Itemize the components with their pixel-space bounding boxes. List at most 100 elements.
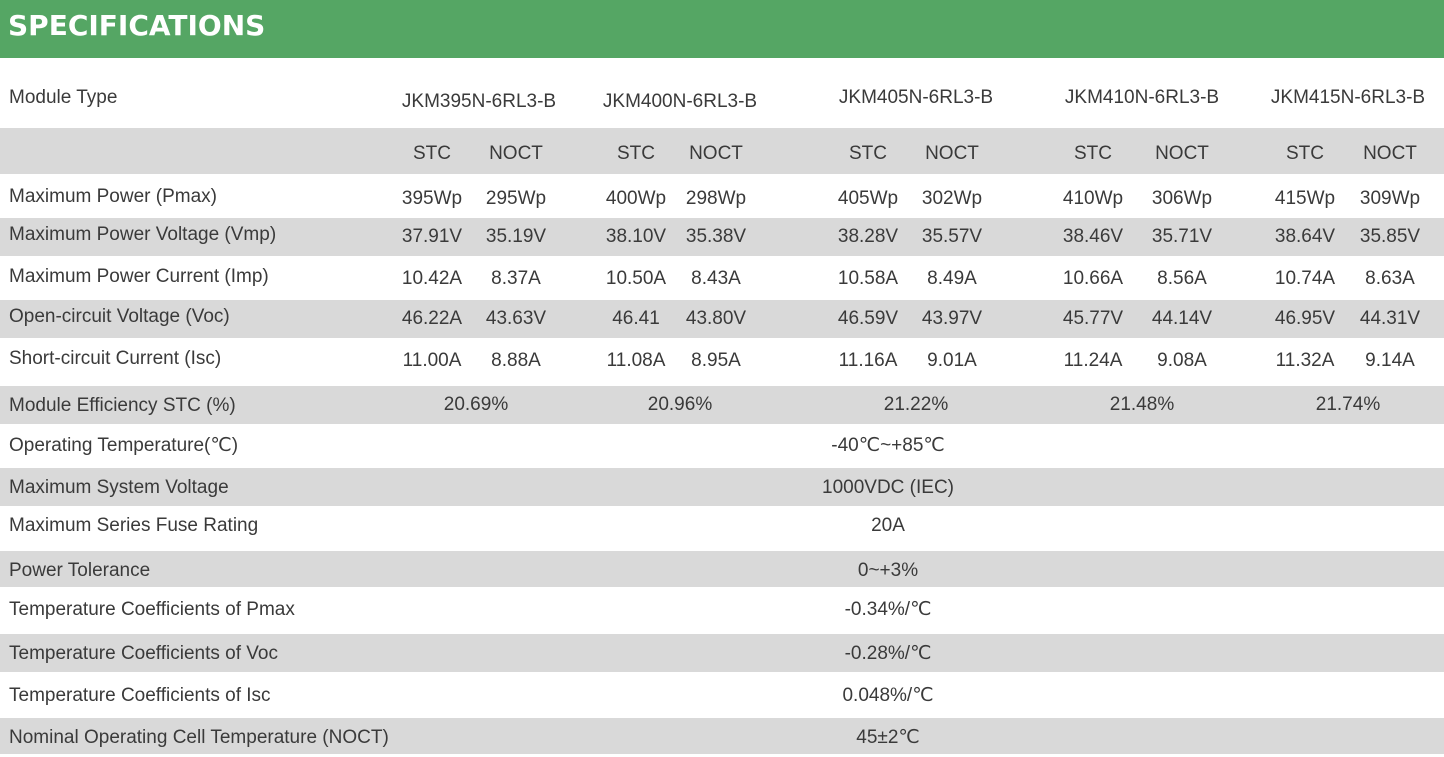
row-label: Maximum System Voltage xyxy=(9,477,229,498)
table-cell: 11.32A xyxy=(1275,350,1335,371)
table-row-common: Operating Temperature(℃) -40℃~+85℃ xyxy=(0,426,1444,466)
row-label: Nominal Operating Cell Temperature (NOCT… xyxy=(9,727,389,748)
table-cell: 8.37A xyxy=(491,268,541,289)
table-cell: 35.71V xyxy=(1151,226,1213,247)
table-cell: 410Wp xyxy=(1062,188,1124,209)
table-cell: -40℃~+85℃ xyxy=(831,435,945,456)
table-cell: 295Wp xyxy=(485,188,547,209)
table-row-per-model: Maximum Power (Pmax) 395Wp 295Wp 400Wp 298Wp… xyxy=(0,180,1444,216)
table-cell: 46.59V xyxy=(837,308,899,329)
efficiency-cell: 21.48% xyxy=(1109,394,1175,415)
table-cell: 0~+3% xyxy=(857,560,919,581)
condition-header-cell: NOCT xyxy=(489,143,543,164)
table-cell: 38.10V xyxy=(605,226,667,247)
table-cell: 9.08A xyxy=(1157,350,1207,371)
condition-header-cell: NOCT xyxy=(925,143,979,164)
table-row-per-model: Short-circuit Current (Isc) 11.00A 8.88A 11… xyxy=(0,342,1444,382)
table-cell: 0.048%/℃ xyxy=(842,685,934,706)
table-row-per-model: Open-circuit Voltage (Voc) 46.22A 43.63V 46… xyxy=(0,300,1444,338)
table-cell: 10.66A xyxy=(1062,268,1124,289)
table-row-condition-header: STC NOCT STC NOCT STC NOCT STC NOCT STC NOCT xyxy=(0,128,1444,174)
table-cell: 20A xyxy=(871,515,905,536)
table-cell: 8.88A xyxy=(491,350,541,371)
table-cell: 10.42A xyxy=(401,268,463,289)
condition-header-cell: STC xyxy=(413,143,451,164)
table-cell: 10.50A xyxy=(605,268,667,289)
table-cell: 11.16A xyxy=(838,350,898,371)
table-cell: 405Wp xyxy=(837,188,899,209)
table-cell: -0.34%/℃ xyxy=(844,599,932,620)
table-cell: -0.28%/℃ xyxy=(844,643,932,664)
table-cell: 38.64V xyxy=(1274,226,1336,247)
table-row-common: Temperature Coefficients of Pmax -0.34%/℃ xyxy=(0,590,1444,632)
table-row-common: Power Tolerance 0~+3% xyxy=(0,551,1444,587)
table-row-common: Temperature Coefficients of Isc 0.048%/℃ xyxy=(0,676,1444,716)
table-cell: 44.14V xyxy=(1151,308,1213,329)
table-cell: 302Wp xyxy=(921,188,983,209)
table-cell: 44.31V xyxy=(1359,308,1421,329)
table-row-module-type: Module Type JKM395N-6RL3-B JKM400N-6RL3-B J… xyxy=(0,78,1444,122)
row-label: Module Type xyxy=(9,87,118,108)
table-cell: 46.95V xyxy=(1274,308,1336,329)
table-cell: 45±2℃ xyxy=(856,727,920,748)
condition-header-cell: STC xyxy=(849,143,887,164)
row-label: Maximum Power Voltage (Vmp) xyxy=(9,224,277,245)
table-cell: 8.63A xyxy=(1365,268,1415,289)
table-cell: 9.14A xyxy=(1365,350,1415,371)
page-title: SPECIFICATIONS xyxy=(8,9,266,42)
model-name: JKM400N-6RL3-B xyxy=(602,91,758,112)
table-cell: 309Wp xyxy=(1359,188,1421,209)
table-cell: 298Wp xyxy=(685,188,747,209)
table-cell: 9.01A xyxy=(927,350,977,371)
table-cell: 11.08A xyxy=(606,350,666,371)
row-label: Short-circuit Current (Isc) xyxy=(9,348,222,369)
table-cell: 1000VDC (IEC) xyxy=(822,477,954,498)
efficiency-cell: 21.22% xyxy=(883,394,949,415)
table-cell: 11.00A xyxy=(402,350,462,371)
row-label: Module Efficiency STC (%) xyxy=(9,395,236,416)
condition-header-cell: NOCT xyxy=(689,143,743,164)
row-label: Maximum Series Fuse Rating xyxy=(9,515,259,536)
table-cell: 46.22A xyxy=(401,308,463,329)
table-cell: 35.57V xyxy=(921,226,983,247)
condition-header-cell: NOCT xyxy=(1363,143,1417,164)
specifications-header: SPECIFICATIONS xyxy=(0,0,1444,58)
table-cell: 306Wp xyxy=(1151,188,1213,209)
table-row-efficiency: Module Efficiency STC (%) 20.69% 20.96% 21.… xyxy=(0,386,1444,424)
table-row-common: Temperature Coefficients of Voc -0.28%/℃ xyxy=(0,634,1444,672)
table-cell: 10.58A xyxy=(837,268,899,289)
row-label: Temperature Coefficients of Pmax xyxy=(9,599,295,620)
table-cell: 43.97V xyxy=(921,308,983,329)
condition-header-cell: STC xyxy=(1286,143,1324,164)
row-label: Operating Temperature(℃) xyxy=(9,435,239,456)
row-label: Temperature Coefficients of Isc xyxy=(9,685,271,706)
table-cell: 46.41 xyxy=(612,308,660,329)
table-cell: 8.49A xyxy=(927,268,977,289)
condition-header-cell: STC xyxy=(1074,143,1112,164)
table-row-common: Nominal Operating Cell Temperature (NOCT… xyxy=(0,718,1444,754)
row-label: Maximum Power Current (Imp) xyxy=(9,266,269,287)
table-cell: 43.63V xyxy=(485,308,547,329)
table-cell: 37.91V xyxy=(401,226,463,247)
table-cell: 8.43A xyxy=(691,268,741,289)
table-cell: 395Wp xyxy=(401,188,463,209)
efficiency-cell: 20.69% xyxy=(443,394,509,415)
table-cell: 35.85V xyxy=(1359,226,1421,247)
table-cell: 43.80V xyxy=(685,308,747,329)
table-cell: 38.28V xyxy=(837,226,899,247)
row-label: Power Tolerance xyxy=(9,560,151,581)
table-cell: 10.74A xyxy=(1274,268,1336,289)
row-label: Maximum Power (Pmax) xyxy=(9,186,217,207)
model-name: JKM395N-6RL3-B xyxy=(401,91,557,112)
condition-header-cell: STC xyxy=(617,143,655,164)
table-row-common: Maximum Series Fuse Rating 20A xyxy=(0,506,1444,546)
table-cell: 35.19V xyxy=(485,226,547,247)
table-cell: 8.56A xyxy=(1157,268,1207,289)
table-cell: 11.24A xyxy=(1063,350,1123,371)
model-name: JKM415N-6RL3-B xyxy=(1270,87,1426,108)
efficiency-cell: 21.74% xyxy=(1315,394,1381,415)
model-name: JKM405N-6RL3-B xyxy=(838,87,994,108)
table-cell: 38.46V xyxy=(1062,226,1124,247)
table-cell: 35.38V xyxy=(685,226,747,247)
model-name: JKM410N-6RL3-B xyxy=(1064,87,1220,108)
